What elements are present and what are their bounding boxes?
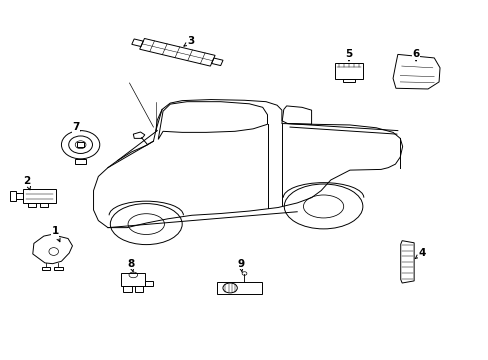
Text: 6: 6 bbox=[411, 49, 419, 61]
Text: 9: 9 bbox=[237, 259, 244, 272]
Text: 4: 4 bbox=[414, 248, 425, 258]
Text: 5: 5 bbox=[345, 49, 352, 61]
Text: 1: 1 bbox=[51, 226, 60, 242]
Text: 3: 3 bbox=[183, 36, 194, 46]
Text: 8: 8 bbox=[127, 259, 134, 272]
Text: 7: 7 bbox=[72, 122, 80, 132]
Text: 2: 2 bbox=[23, 176, 30, 190]
